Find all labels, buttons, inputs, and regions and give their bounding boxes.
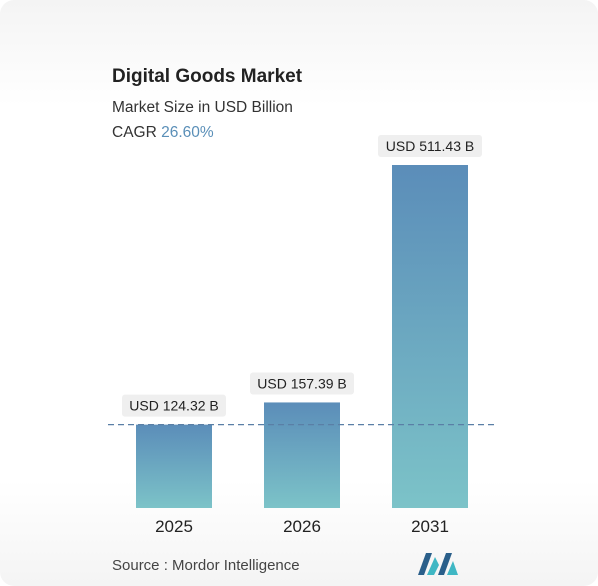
source-line: Source : Mordor Intelligence [112,557,300,574]
chart-subtitle: Market Size in USD Billion [112,99,293,116]
bar-2026 [264,402,340,508]
data-label-2025: USD 124.32 B [122,394,226,417]
x-tick-labels-group: 2025 2026 2031 [155,517,449,536]
bar-2031 [392,165,468,508]
x-tick-label-2025: 2025 [155,517,193,536]
x-tick-label-2031: 2031 [411,517,449,536]
data-label-bg [250,372,354,395]
chart-title: Digital Goods Market [112,66,303,87]
mordor-intelligence-logo-icon [418,553,458,575]
data-label-bg [122,394,226,417]
data-label-text: USD 511.43 B [386,138,474,154]
x-tick-label-2026: 2026 [283,517,321,536]
bar-2025 [136,424,212,508]
data-label-2031: USD 511.43 B [378,135,482,157]
bars-group [136,165,468,508]
data-label-text: USD 124.32 B [129,398,219,414]
data-label-2026: USD 157.39 B [250,372,354,395]
cagr-value: 26.60% [161,124,214,141]
data-label-bg [378,135,482,157]
source-label: Source : [112,557,168,574]
data-labels-group: USD 124.32 B USD 157.39 B USD 511.43 B [122,135,482,417]
cagr-line: CAGR 26.60% [112,124,214,142]
data-label-text: USD 157.39 B [257,375,347,391]
source-value: Mordor Intelligence [172,557,300,574]
cagr-label: CAGR [112,124,157,141]
